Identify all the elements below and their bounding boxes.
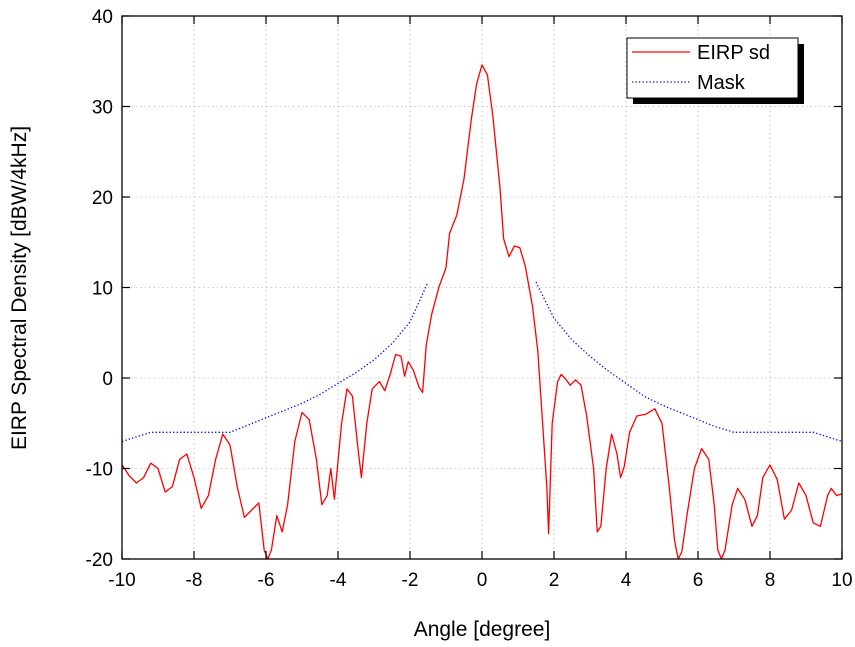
x-tick-label: -2 [402, 570, 419, 591]
y-axis-label: EIRP Spectral Density [dBW/4kHz] [8, 126, 31, 450]
x-tick-label: -6 [258, 570, 275, 591]
x-tick-label: 4 [621, 570, 632, 591]
legend-eirp-label: EIRP sd [697, 42, 770, 64]
x-axis-label: Angle [degree] [414, 618, 551, 641]
legend-box [626, 37, 799, 99]
x-tick-label: 6 [693, 570, 704, 591]
x-tick-label: 2 [549, 570, 560, 591]
x-tick-label: 8 [765, 570, 776, 591]
series-line-mask [121, 281, 429, 443]
x-tick-label: -10 [108, 570, 135, 591]
x-tick-label: -8 [186, 570, 203, 591]
x-tick-label: -4 [330, 570, 347, 591]
y-tick-label: -10 [86, 460, 113, 481]
y-tick-label: 30 [92, 98, 113, 119]
x-tick-label: 10 [831, 570, 852, 591]
y-tick-label: -20 [86, 550, 113, 571]
x-tick-label: 0 [477, 570, 488, 591]
y-tick-label: 0 [102, 369, 113, 390]
y-tick-label: 10 [92, 279, 113, 300]
series-line-mask [535, 281, 843, 443]
y-tick-label: 20 [92, 188, 113, 209]
y-tick-label: 40 [92, 7, 113, 28]
grid-layer [122, 16, 842, 559]
legend: EIRP sd Mask [626, 37, 804, 104]
legend-mask-label: Mask [697, 72, 746, 94]
